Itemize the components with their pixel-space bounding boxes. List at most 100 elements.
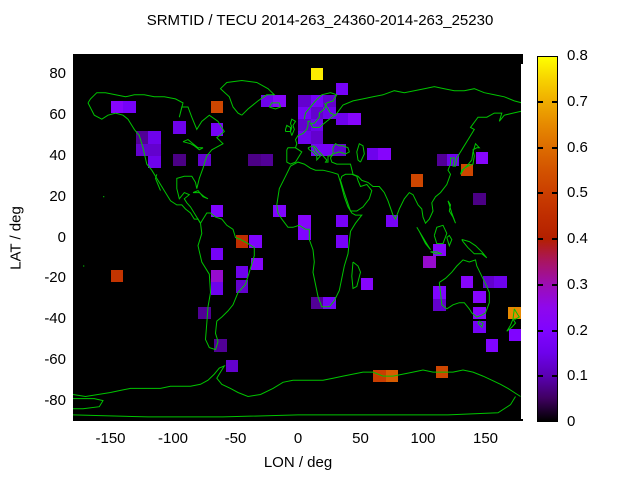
coastline [303,92,338,128]
coastline [416,227,431,251]
tec-cell [433,243,446,256]
coastline [460,142,481,175]
tec-cell [423,255,436,269]
tec-cell [335,215,348,228]
colorbar-tick-mark [552,146,557,149]
tec-cell [366,147,380,160]
colorbar-tick-label: 0.7 [567,92,588,110]
x-axis-label: LON / deg [263,454,333,471]
coastline [438,259,490,318]
coastline [268,102,282,110]
coastline [294,120,311,148]
colorbar-tick-label: 0.3 [567,275,588,293]
y-tick-label: 80 [49,65,66,83]
tec-cell [173,121,186,134]
tec-cell [210,100,223,114]
tec-cell [210,270,223,283]
coastline [219,79,276,116]
tec-cell [475,151,488,165]
coastline [332,143,350,155]
x-tick-label: 100 [410,430,436,447]
colorbar-tick-mark [538,329,543,332]
coastline [477,320,484,329]
coastline [182,139,204,151]
tec-cell [323,296,336,309]
colorbar-tick-label: 0.6 [567,138,588,156]
tec-cell [436,153,450,167]
tec-cell [473,192,486,205]
coastline [307,145,322,162]
tec-cell [298,215,311,228]
y-tick-label: 20 [49,187,66,205]
coastline [313,145,334,163]
tec-cell [433,286,446,299]
colorbar-tick-mark [538,192,543,195]
tec-cell [310,296,323,309]
y-tick-label: -40 [44,310,66,328]
coastline [87,92,225,224]
coastline [430,251,442,255]
tec-cell [210,204,223,218]
coastline [446,234,453,248]
coastline [87,102,201,224]
colorbar-tick-mark [538,238,543,240]
y-tick-label: 0 [57,228,66,246]
coastline [356,142,365,163]
tec-cell [460,164,473,177]
tec-cell [335,235,348,248]
colorbar-tick-label: 0 [567,413,576,430]
coastline [351,261,362,290]
coastline [192,189,209,200]
coastline [461,239,488,259]
tec-cell [273,204,286,218]
tec-cell [360,278,373,291]
coastline [289,118,297,136]
colorbar-tick-mark [552,283,557,286]
tec-cell [249,235,262,248]
tec-cell [460,276,473,289]
coastline [335,86,522,116]
coastline [352,110,522,225]
coastline [329,153,354,175]
y-tick-label: 60 [49,106,66,124]
tec-cell [335,82,348,95]
coastline [286,147,303,165]
tec-cell [509,329,522,342]
tec-cell [235,266,248,279]
coastline [512,308,521,320]
coastline [73,398,104,410]
x-tick-label: -100 [157,430,189,447]
tec-cell [260,94,273,107]
colorbar-tick-label: 0.2 [567,321,588,339]
tec-cell [148,131,161,144]
x-tick-label: 0 [293,430,303,447]
coastline [73,396,516,418]
tec-cell [198,153,211,167]
tec-cell [298,227,311,240]
coastline [73,364,521,398]
tec-cell [310,107,323,120]
tec-cell [473,290,486,303]
coastline [197,212,255,351]
tec-cell [148,143,161,156]
plot-title: SRMTID / TECU 2014-263_24360-2014-263_25… [146,12,494,29]
tec-cell [273,94,286,107]
x-tick-label: -150 [95,430,126,447]
antimeridian-line [520,64,523,419]
coastline-layer [73,79,522,418]
tec-cell [310,131,323,144]
tec-cell [250,257,263,271]
coastline [433,224,448,245]
tec-cell [335,113,348,126]
tec-cell [210,282,223,295]
colorbar-tick-mark [552,375,557,378]
x-tick-label: -50 [224,430,247,447]
map-plot-area [73,54,523,421]
coastline [340,173,373,212]
y-tick-label: -20 [44,269,66,287]
x-tick-label: 150 [472,430,499,447]
tec-cell [110,270,123,283]
tec-cell [260,153,273,167]
coastline [506,318,517,332]
